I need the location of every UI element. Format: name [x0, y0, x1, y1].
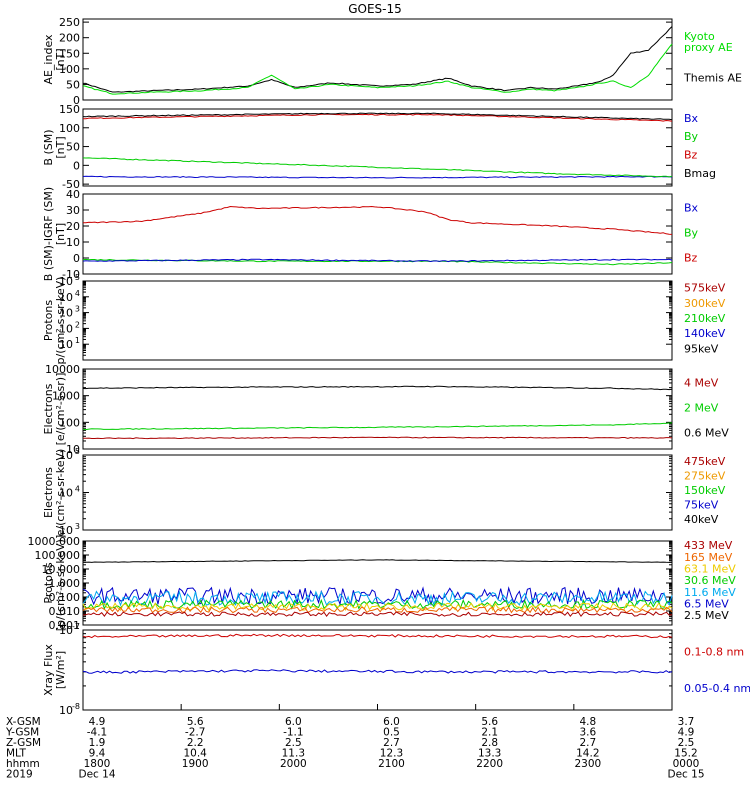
- y-axis-label: [W/m²]: [54, 651, 67, 689]
- y-tick-label: 40: [66, 188, 80, 201]
- y-axis-label: p/(cm²-s-sr-keV): [54, 277, 67, 365]
- y-tick-exponent: 3: [75, 522, 80, 531]
- y-tick-label: 50: [66, 141, 80, 154]
- y-tick-label: 30: [66, 204, 80, 217]
- series-line: [83, 670, 672, 674]
- legend-label: By: [684, 130, 699, 143]
- y-tick-label: 10: [66, 236, 80, 249]
- y-tick-exponent: -7: [72, 622, 80, 631]
- y-tick-label: 10: [59, 704, 73, 717]
- legend-label: 0.05-0.4 nm: [684, 682, 750, 695]
- y-axis-label: [nT]: [54, 48, 67, 70]
- series-line: [83, 207, 672, 235]
- legend-label: Bmag: [684, 167, 716, 180]
- y-tick-label: 0: [73, 159, 80, 172]
- y-axis-label: [nT]: [54, 223, 67, 245]
- y-tick-exponent: 4: [75, 485, 80, 494]
- panel-electrons_kev: 10310410 5Electrons e/(cm²-s-sr-keV) 475keV…: [42, 447, 726, 537]
- x-axis-value: 2200: [476, 758, 503, 770]
- x-axis-value: Dec 15: [667, 769, 704, 781]
- legend-label: Bz: [684, 149, 698, 162]
- panel-xray: 10 -810 -7Xray Flux [W/m²] 0.1-0.8 nm0.05-0.…: [42, 622, 750, 717]
- legend-label: 140keV: [684, 327, 726, 340]
- y-axis-label: [e/(cm²-s-sr)]: [54, 373, 67, 446]
- y-tick-label: 250: [59, 16, 80, 29]
- y-axis-label: [nT]: [54, 136, 67, 158]
- series-line: [83, 386, 672, 389]
- legend-label: 0.1-0.8 nm: [684, 645, 744, 658]
- legend-label: Bx: [684, 112, 699, 125]
- legend-label: Themis AE: [683, 72, 742, 85]
- legend-label: Bx: [684, 202, 699, 215]
- series-line: [83, 560, 672, 563]
- y-tick-label: 200: [59, 32, 80, 45]
- legend-label: 2.5 MeV: [684, 609, 729, 622]
- y-tick-label: 0: [73, 252, 80, 265]
- series-line: [83, 158, 672, 177]
- panel-bigrf: -10010203040B (SM)-IGRF (SM) [nT]BxByBz: [42, 187, 699, 281]
- panel-bsm: -50050100150B (SM) [nT]BxByBzBmag: [42, 103, 716, 191]
- y-tick-exponent: 3: [75, 305, 80, 314]
- y-tick-exponent: -8: [72, 702, 80, 711]
- x-axis-value: 2000: [280, 758, 307, 770]
- y-tick-label: 100: [59, 122, 80, 135]
- panel-frame: [83, 281, 672, 360]
- series-line: [83, 44, 672, 94]
- legend-label: 150keV: [684, 484, 726, 497]
- x-axis-value: Dec 14: [78, 769, 115, 781]
- panel-electrons_mev: 10 100 1000 10000 Electrons [e/(cm²-s-sr)] 4 M…: [42, 363, 729, 456]
- x-axis-value: 2300: [574, 758, 601, 770]
- legend-label: 95keV: [684, 342, 719, 355]
- plot-title: GOES-15: [348, 2, 402, 16]
- legend-label: 575keV: [684, 282, 726, 295]
- legend-label: Bz: [684, 252, 698, 265]
- series-line: [83, 259, 672, 261]
- series-line: [83, 27, 672, 93]
- legend-label: 0.6 MeV: [684, 427, 729, 440]
- y-tick-label: 150: [59, 103, 80, 116]
- panel-frame: [83, 194, 672, 274]
- y-tick-label: 20: [66, 220, 80, 233]
- legend-label: 475keV: [684, 455, 726, 468]
- y-tick-exponent: 4: [75, 289, 80, 298]
- y-axis-label: [p/(cm²-s-sr-keV)]: [54, 535, 67, 632]
- series-line: [83, 437, 672, 439]
- series-line: [83, 423, 672, 430]
- legend-label: 2 MeV: [684, 402, 719, 415]
- x-axis-row-label: 2019: [6, 769, 33, 781]
- panel-protons_mev: 0.0010.0100.1001.00010.000100.0001000.00…: [28, 535, 737, 632]
- legend-label: 40keV: [684, 513, 719, 526]
- legend-label: 275keV: [684, 470, 726, 483]
- x-axis-value: 1900: [182, 758, 209, 770]
- y-tick-label: 10: [59, 624, 73, 637]
- panel-frame: [83, 630, 672, 710]
- panel-frame: [83, 455, 672, 530]
- y-tick-exponent: 5: [75, 273, 80, 282]
- x-axis-value: 2100: [378, 758, 405, 770]
- y-axis-label: e/(cm²-s-sr-keV): [54, 449, 67, 537]
- legend-label: 75keV: [684, 498, 719, 511]
- y-tick-exponent: 2: [75, 320, 80, 329]
- y-tick-label: 50: [66, 78, 80, 91]
- series-line: [83, 607, 672, 613]
- panel-ae: 050100150200250AE_index [nT]Kyotoproxy AE…: [42, 16, 742, 107]
- legend-label: 300keV: [684, 297, 726, 310]
- legend-label: proxy AE: [684, 41, 733, 54]
- goes-plot: GOES-15 050100150200250AE_index [nT]Kyoto…: [0, 0, 750, 800]
- y-tick-exponent: 1: [75, 336, 80, 345]
- legend-label: 210keV: [684, 312, 726, 325]
- series-line: [83, 634, 672, 637]
- legend-label: By: [684, 227, 699, 240]
- series-line: [83, 176, 672, 178]
- y-tick-exponent: 5: [75, 447, 80, 456]
- legend-label: 4 MeV: [684, 377, 719, 390]
